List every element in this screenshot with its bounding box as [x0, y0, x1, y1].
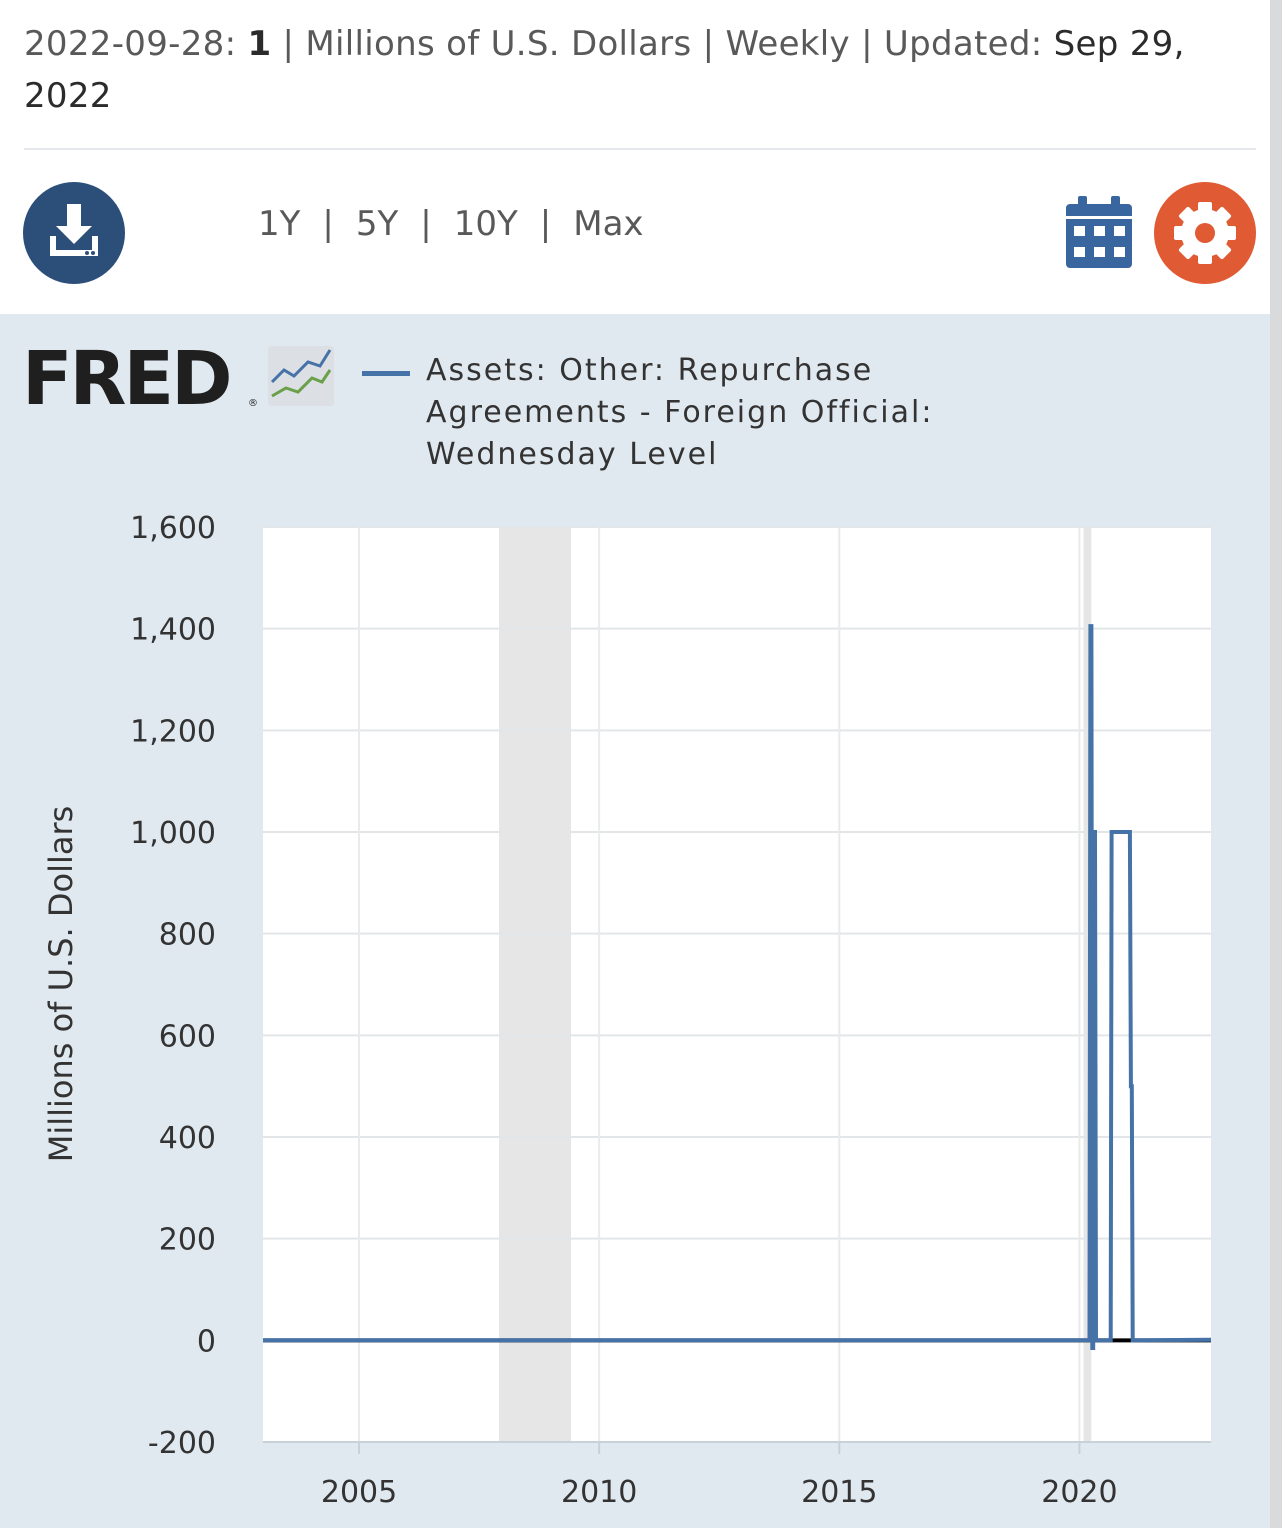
calendar-button[interactable] — [1064, 194, 1134, 270]
updated-date: Sep 29, 2022 — [24, 24, 1185, 116]
registered-mark: ® — [248, 398, 258, 409]
y-tick-label: 1,400 — [130, 613, 216, 648]
x-tick-label: 2005 — [321, 1475, 397, 1510]
legend-swatch — [362, 371, 410, 376]
series-line — [263, 624, 1212, 1350]
recession-shading — [499, 527, 1092, 1442]
plot-area — [263, 527, 1211, 1442]
y-axis-label: Millions of U.S. Dollars — [42, 806, 80, 1163]
recession-band — [499, 527, 572, 1442]
y-axis-ticks: -200 0 200 400 600 800 1,000 1,200 1,400 1,600 — [130, 511, 216, 1461]
trend-icon-bg — [268, 346, 334, 406]
header-divider — [24, 148, 1256, 150]
x-axis-ticks: 2005 2010 2015 2020 — [321, 1442, 1118, 1510]
observation-date: 2022-09-28: — [24, 24, 248, 64]
scrollbar-track[interactable] — [1270, 0, 1282, 1528]
range-10y[interactable]: 10Y — [453, 204, 518, 244]
y-tick-label: 1,200 — [130, 714, 216, 749]
series-meta: 2022-09-28: 1 | Millions of U.S. Dollars… — [24, 18, 1224, 122]
range-separator: | — [539, 204, 552, 244]
y-tick-label: -200 — [148, 1426, 216, 1461]
gridlines — [263, 526, 1211, 1442]
x-tick-label: 2020 — [1041, 1475, 1117, 1510]
y-tick-label: 600 — [159, 1019, 216, 1054]
gear-icon — [1174, 202, 1236, 264]
range-separator: | — [420, 204, 432, 244]
settings-button[interactable] — [1154, 182, 1256, 284]
download-button[interactable] — [23, 182, 125, 284]
recession-band — [1083, 527, 1092, 1442]
x-tick-label: 2010 — [561, 1475, 637, 1510]
trend-icon-line-blue — [270, 349, 332, 384]
y-tick-label: 0 — [197, 1324, 216, 1359]
latest-value: 1 — [247, 24, 272, 64]
download-icon — [50, 204, 98, 256]
fred-logo: FRED ® — [22, 336, 342, 422]
trend-icon-line-green — [271, 369, 332, 398]
y-tick-label: 1,600 — [130, 511, 216, 546]
y-tick-label: 400 — [159, 1121, 216, 1156]
range-separator: | — [322, 204, 334, 244]
range-5y[interactable]: 5Y — [355, 204, 399, 244]
header-area — [0, 0, 1270, 314]
fred-logo-mark: FRED ® — [22, 336, 334, 422]
range-1y[interactable]: 1Y — [258, 204, 301, 244]
x-tick-label: 2015 — [801, 1475, 877, 1510]
fred-wordmark: FRED — [22, 340, 230, 410]
y-tick-label: 1,000 — [130, 816, 216, 851]
y-tick-label: 200 — [159, 1223, 216, 1258]
date-range-selector: 1Y | 5Y | 10Y | Max — [258, 204, 644, 256]
legend-label: Assets: Other: Repurchase Agreements - F… — [426, 353, 934, 472]
range-max[interactable]: Max — [573, 204, 644, 244]
calendar-icon — [1066, 196, 1132, 268]
units-frequency: | Millions of U.S. Dollars | Weekly | Up… — [271, 24, 1054, 64]
y-tick-label: 800 — [159, 918, 216, 953]
